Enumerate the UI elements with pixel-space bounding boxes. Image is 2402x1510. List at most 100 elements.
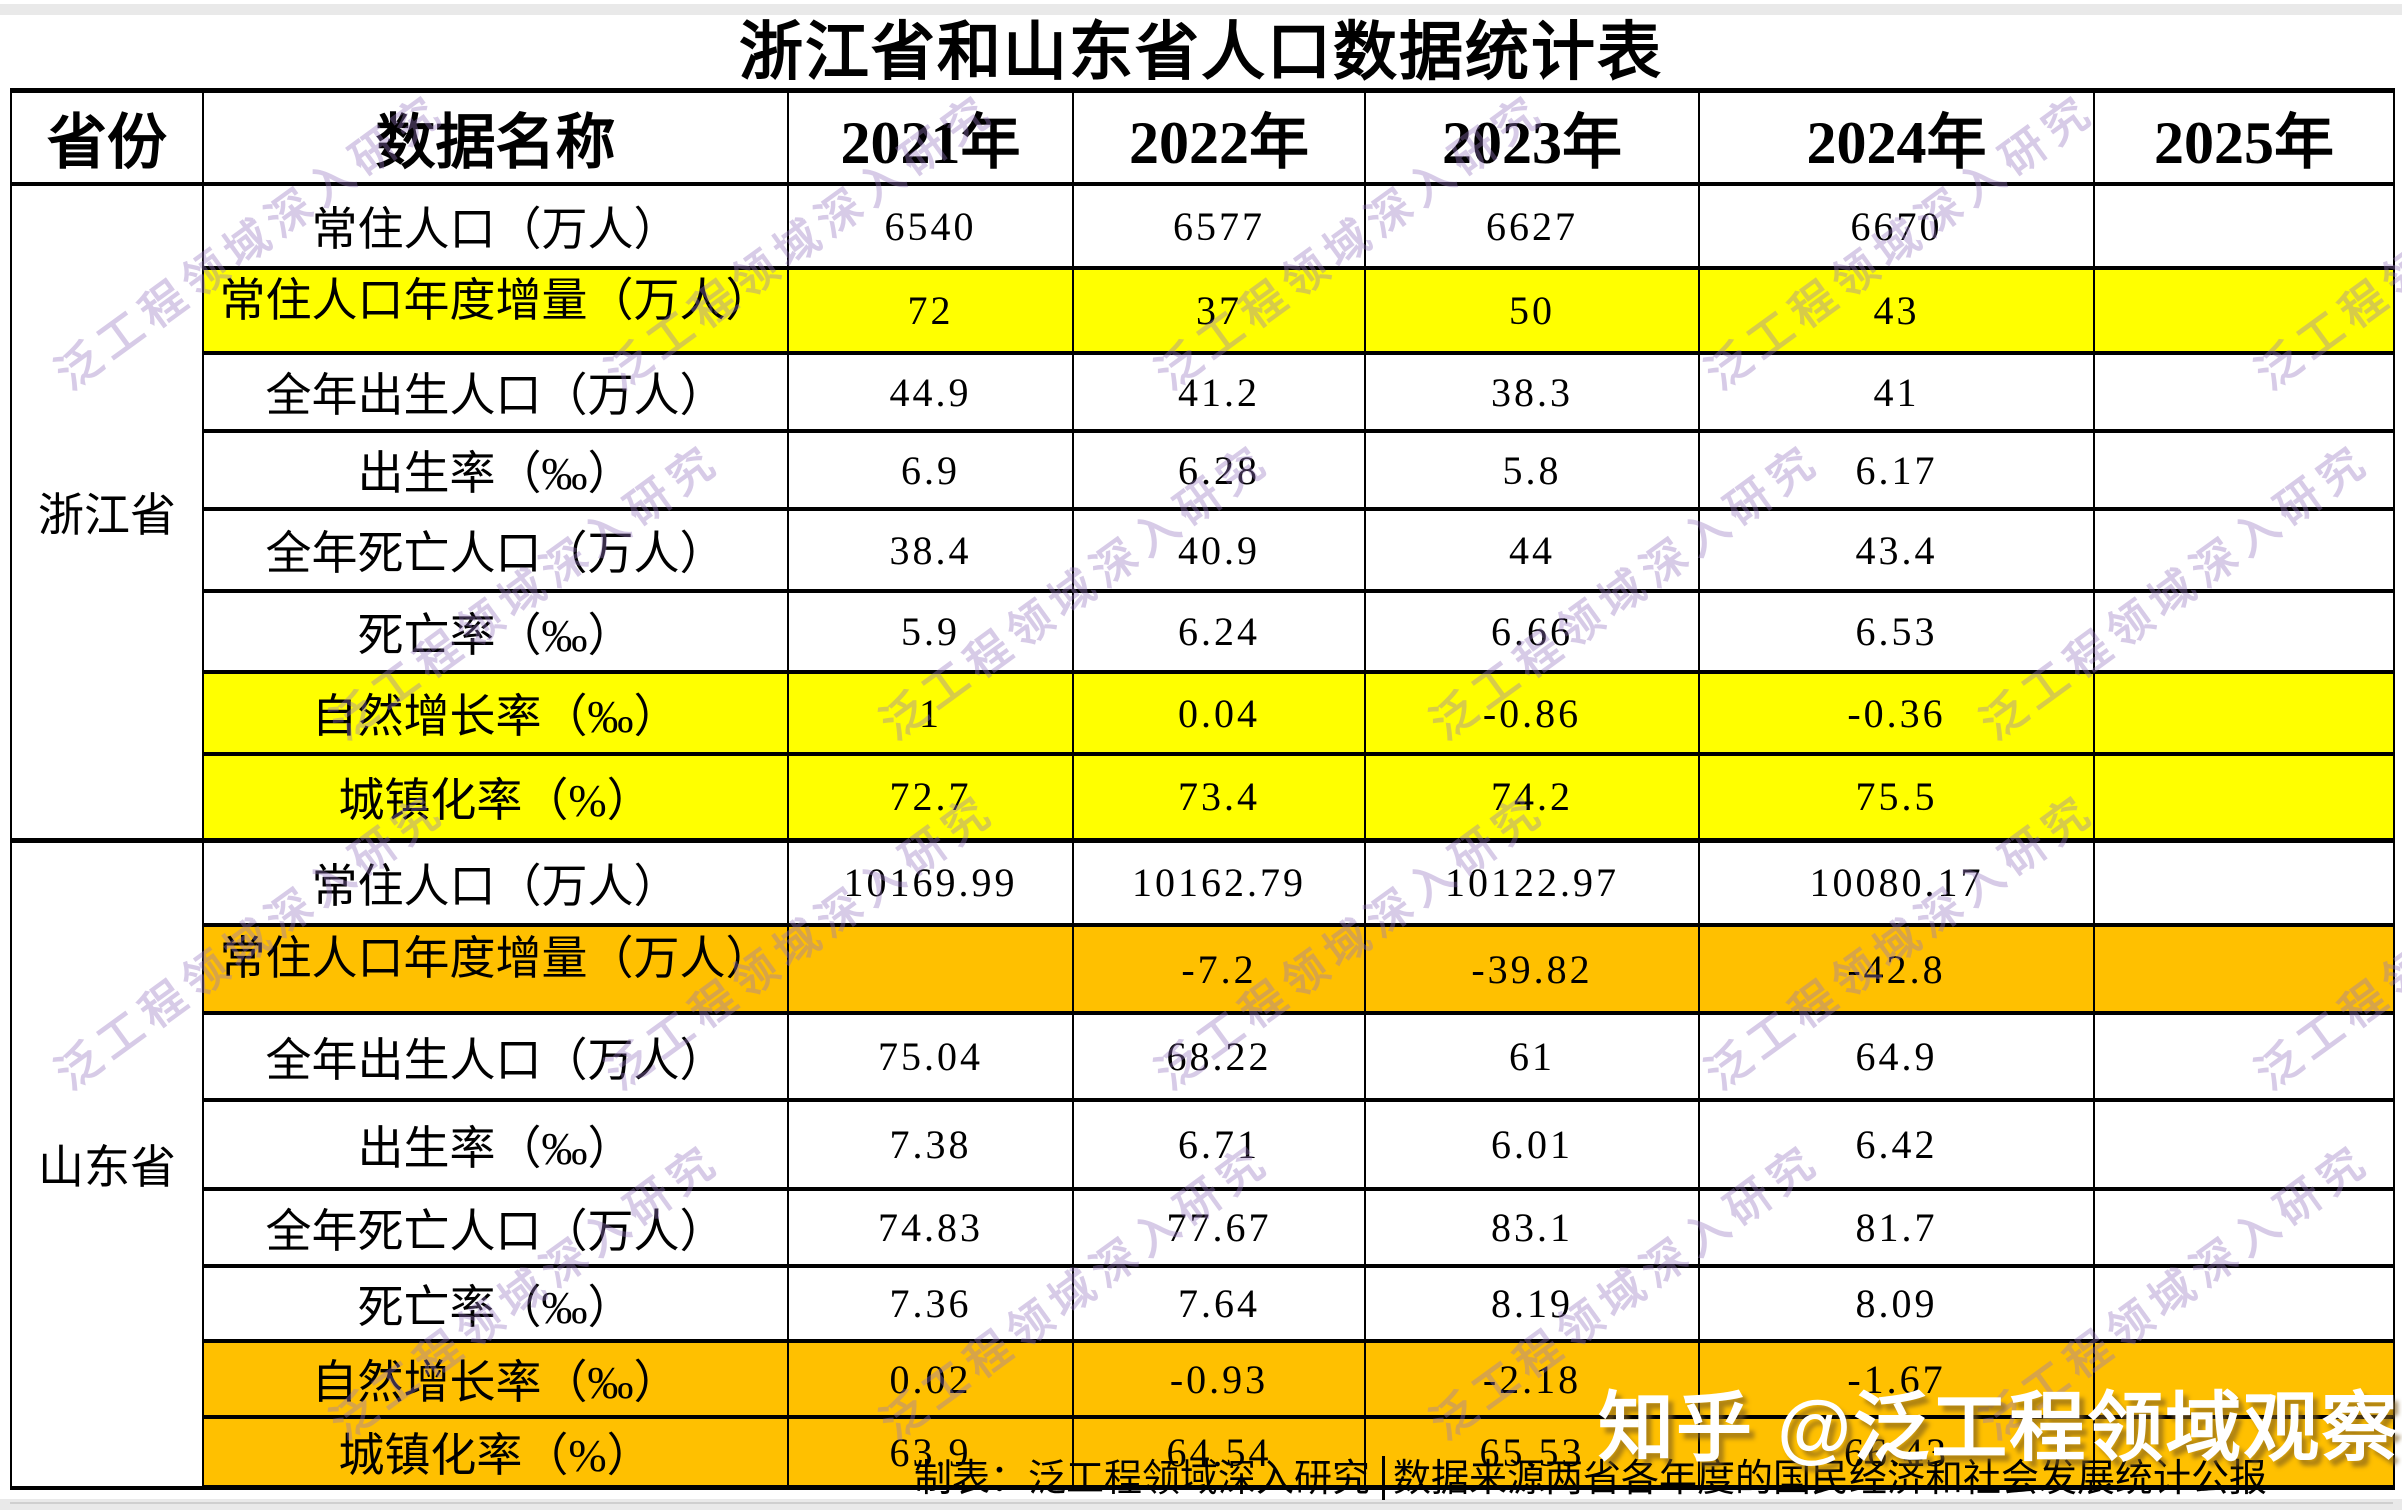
value-cell: 6.01 [1364,1098,1700,1191]
value-cell: -1.67 [1698,1339,2095,1419]
page-title: 浙江省和山东省人口数据统计表 [739,17,1663,88]
value-cell: 64.9 [1698,1011,2095,1102]
value-cell [2093,1011,2395,1102]
value-cell: 6.53 [1698,589,2095,674]
column-header-2023: 2023年 [1364,88,1700,186]
province-cell: 浙江省 [10,182,204,842]
value-cell: 72 [787,266,1074,355]
header-row: 省份 数据名称 2021年 2022年 2023年 2024年 2025年 [10,88,2395,186]
value-cell: 50 [1364,266,1700,355]
value-cell: 8.19 [1364,1264,1700,1343]
value-cell: 7.36 [787,1264,1074,1343]
value-cell: 6.24 [1072,589,1366,674]
value-cell [2093,266,2395,355]
value-cell: 43.4 [1698,507,2095,593]
value-cell: 38.4 [787,507,1074,593]
value-cell: 6.71 [1072,1098,1366,1191]
row-label: 城镇化率（%） [202,752,789,842]
row-label: 出生率（‰） [202,1098,789,1191]
column-header-2024: 2024年 [1698,88,2095,186]
value-cell: 10080.17 [1698,837,2095,927]
table-row: 出生率（‰） 7.38 6.71 6.01 6.42 [11,1098,2395,1191]
value-cell: -0.93 [1072,1339,1366,1419]
column-header-2022: 2022年 [1072,88,1366,186]
value-cell: 74.2 [1364,752,1700,842]
value-cell: 37 [1072,266,1366,355]
value-cell: 77.67 [1072,1187,1366,1268]
table-row: 山东省 常住人口（万人） 10169.99 10162.79 10122.97 10080… [10,837,2395,1490]
table-row: 城镇化率（%） 63.9 64.54 65.53 66.43 [11,1415,2395,1490]
row-label-text: 死亡率（‰） [357,1281,634,1333]
row-label: 自然增长率（‰） [202,670,789,756]
row-label: 全年死亡人口（万人） [202,1187,789,1268]
table-row: 自然增长率（‰） 1 0.04 -0.86 -0.36 [11,670,2395,756]
value-cell [2093,507,2395,593]
row-label: 常住人口年度增量（万人） [202,923,789,1015]
province-cell: 山东省 [10,837,204,1490]
row-label-text: 城镇化率（%） [338,774,653,826]
column-header-province: 省份 [10,88,204,186]
table-row: 死亡率（‰） 5.9 6.24 6.66 6.53 [11,589,2395,674]
value-cell: 5.9 [787,589,1074,674]
row-label: 全年出生人口（万人） [202,351,789,433]
top-gray-strip [0,4,2402,15]
value-cell: 0.04 [1072,670,1366,756]
row-label: 出生率（‰） [202,429,789,511]
table-row: 城镇化率（%） 72.7 73.4 74.2 75.5 [11,752,2395,842]
row-label-text: 常住人口年度增量（万人） [219,274,772,326]
row-label: 常住人口年度增量（万人） [202,266,789,355]
value-cell: -0.36 [1698,670,2095,756]
value-cell [2093,1098,2395,1191]
row-label-text: 城镇化率（%） [338,1430,653,1481]
value-cell [2093,589,2395,674]
value-cell: 66.43 [1698,1415,2095,1490]
value-cell: 6540 [787,182,1074,270]
table-row: 全年出生人口（万人） 75.04 68.22 61 64.9 [11,1011,2395,1102]
value-cell: 6670 [1698,182,2095,270]
value-cell [2093,351,2395,433]
value-cell: 8.09 [1698,1264,2095,1343]
row-label-text: 全年出生人口（万人） [265,370,726,421]
table-row: 出生率（‰） 6.9 6.28 5.8 6.17 [11,429,2395,511]
table-row: 常住人口年度增量（万人） -7.2 -39.82 -42.8 [11,923,2395,1015]
population-data-table: 省份 数据名称 2021年 2022年 2023年 2024年 2025年 浙江… [10,88,2395,1490]
row-label-text: 常住人口年度增量（万人） [219,933,772,984]
table-row: 全年死亡人口（万人） 38.4 40.9 44 43.4 [11,507,2395,593]
value-cell: 65.53 [1364,1415,1700,1490]
value-cell: 63.9 [787,1415,1074,1490]
value-cell [2093,182,2395,270]
row-label: 常住人口（万人） [202,182,789,270]
value-cell: 5.8 [1364,429,1700,511]
row-label-text: 自然增长率（‰） [311,1357,680,1408]
value-cell: 43 [1698,266,2095,355]
column-header-2025: 2025年 [2093,88,2395,186]
value-cell: 41 [1698,351,2095,433]
value-cell: -2.18 [1364,1339,1700,1419]
row-label-text: 死亡率（‰） [357,609,634,661]
value-cell: 75.5 [1698,752,2095,842]
value-cell: 73.4 [1072,752,1366,842]
row-label: 常住人口（万人） [202,837,789,927]
row-label: 城镇化率（%） [202,1415,789,1490]
footer-divider-line [10,1502,2393,1504]
row-label-text: 出生率（‰） [357,1122,634,1174]
value-cell: 40.9 [1072,507,1366,593]
value-cell: 6.9 [787,429,1074,511]
footer-credit: 制表：泛工程领域深入研究 [10,1456,1385,1500]
value-cell: 72.7 [787,752,1074,842]
value-cell: 75.04 [787,1011,1074,1102]
value-cell [2093,429,2395,511]
value-cell: 7.64 [1072,1264,1366,1343]
value-cell: 0.02 [787,1339,1074,1419]
row-label-text: 全年死亡人口（万人） [265,1205,726,1257]
value-cell [2093,923,2395,1015]
value-cell: 10169.99 [787,837,1074,927]
footer-data-source: 数据来源两省各年度的国民经济和社会发展统计公报 [1393,1458,2268,1500]
value-cell [2093,1415,2395,1490]
value-cell: 6577 [1072,182,1366,270]
value-cell: 10162.79 [1072,837,1366,927]
table-row: 死亡率（‰） 7.36 7.64 8.19 8.09 [11,1264,2395,1343]
value-cell: -42.8 [1698,923,2095,1015]
value-cell [2093,837,2395,927]
